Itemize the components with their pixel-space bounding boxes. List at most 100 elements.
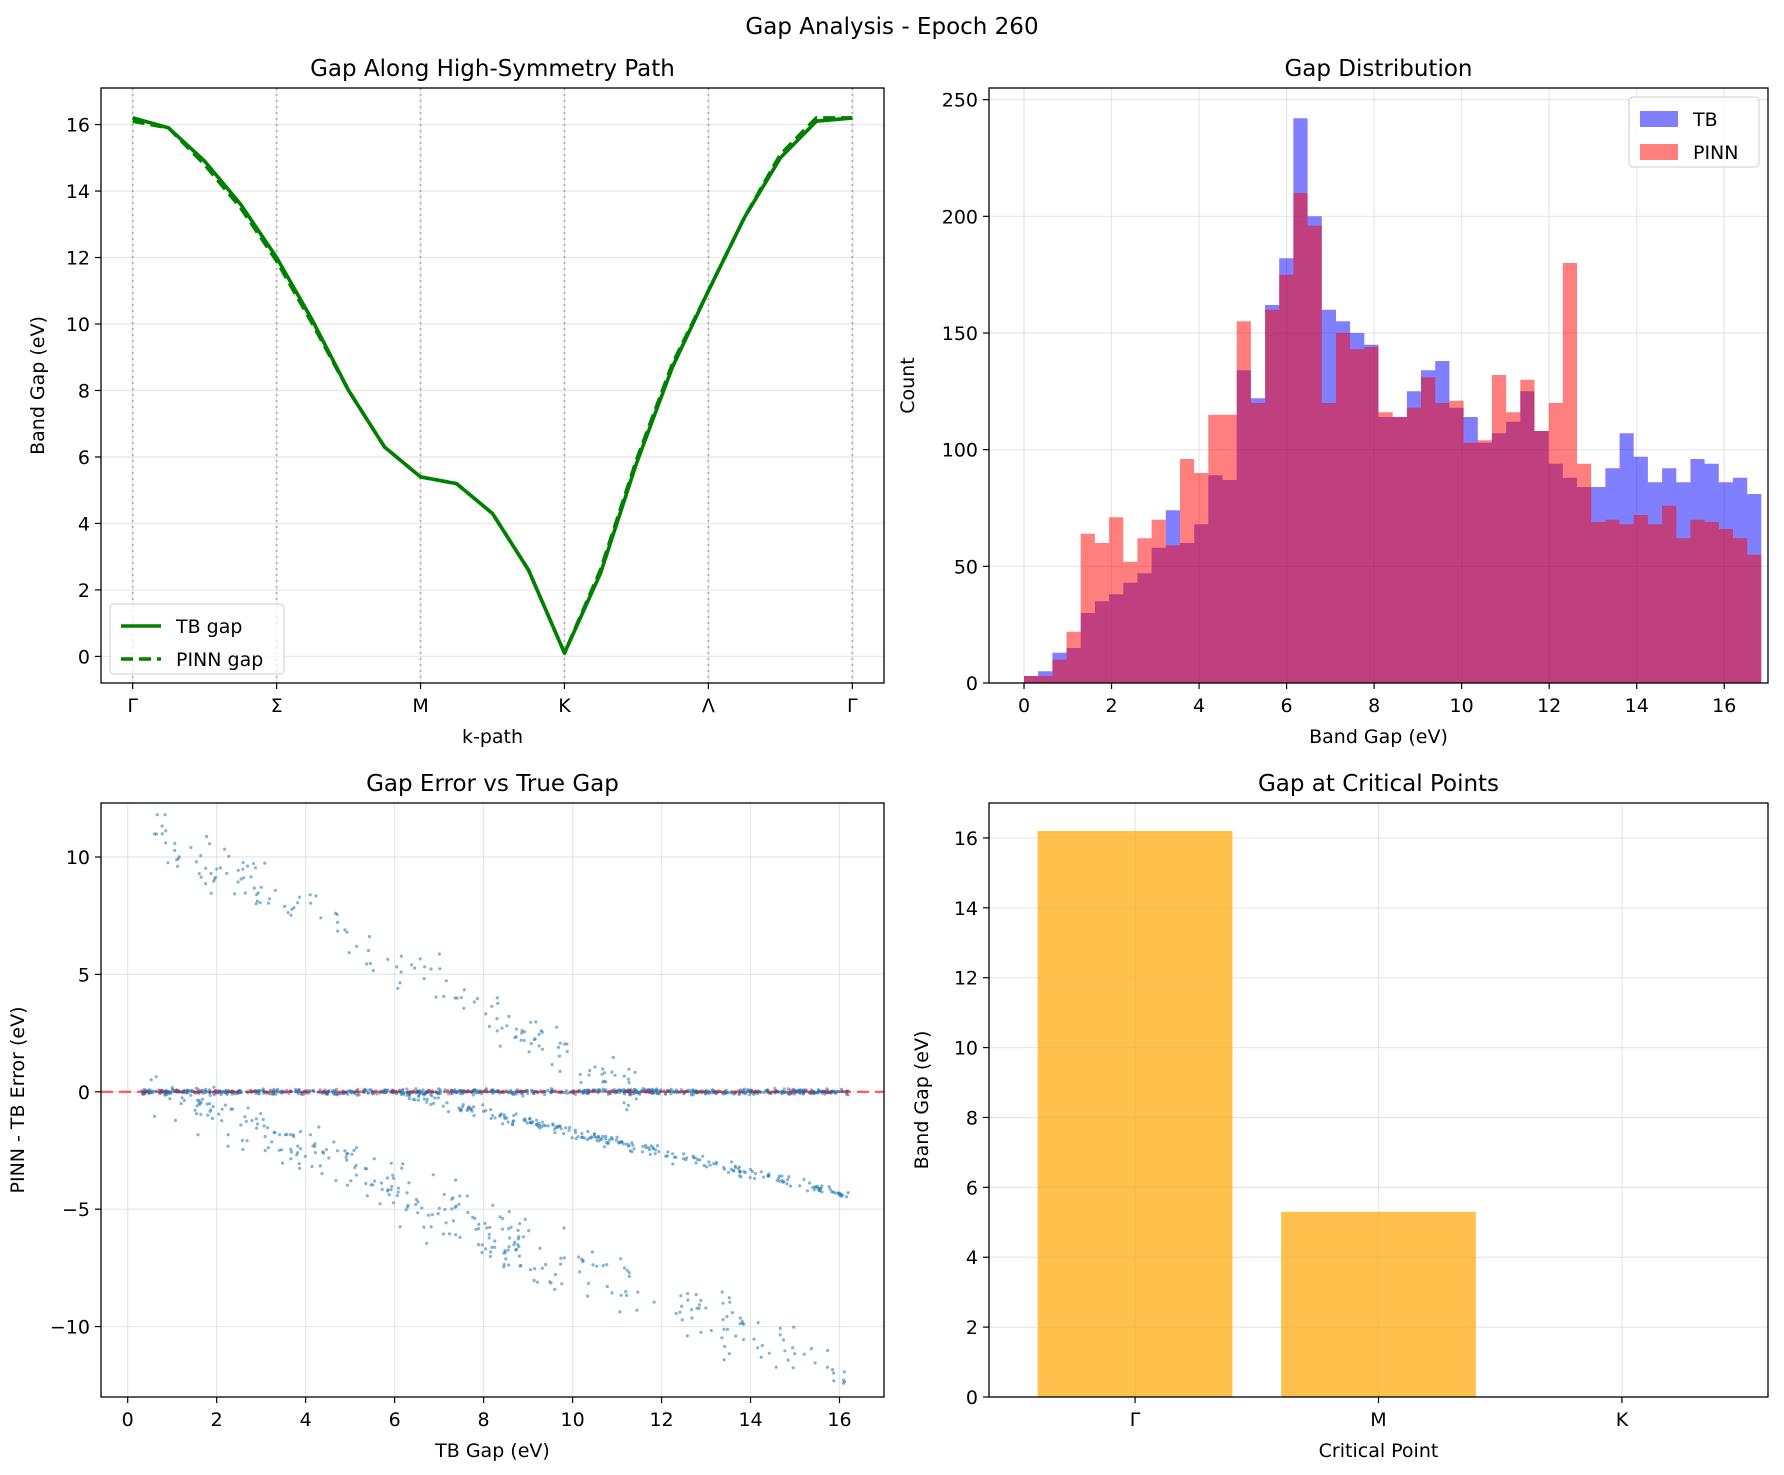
error-point <box>836 1191 840 1195</box>
error-point <box>602 1145 607 1149</box>
error-point <box>354 1146 358 1150</box>
error-point <box>664 1154 668 1158</box>
error-point <box>363 1166 367 1171</box>
error-point <box>268 897 272 901</box>
error-point <box>446 1110 451 1114</box>
error-point <box>846 1191 850 1195</box>
error-point <box>368 961 372 966</box>
error-point <box>786 1178 790 1182</box>
error-point <box>437 1206 441 1210</box>
error-point <box>732 1169 736 1173</box>
error-point <box>239 1123 243 1127</box>
error-point <box>791 1346 795 1350</box>
error-point <box>255 899 259 903</box>
dist-xtick-label: 14 <box>1625 695 1649 717</box>
error-point <box>289 913 293 917</box>
error-point <box>640 1150 645 1154</box>
error-point <box>244 1119 248 1124</box>
error-point <box>691 1093 695 1097</box>
error-point <box>834 1091 838 1095</box>
error-point <box>417 1098 421 1102</box>
error-point <box>454 1233 458 1237</box>
error-point <box>752 1176 757 1181</box>
error-point <box>168 1097 172 1101</box>
error-point <box>257 1089 261 1093</box>
critical-ytick-label: 8 <box>966 1107 978 1129</box>
error-point <box>476 1089 480 1093</box>
error-point <box>521 1094 525 1098</box>
error-point <box>516 1243 520 1247</box>
error-point <box>605 1263 609 1267</box>
error-point <box>239 1089 243 1093</box>
error-point <box>565 1042 569 1046</box>
error-point <box>369 1183 373 1187</box>
error-point <box>775 1178 779 1182</box>
error-point <box>619 1293 623 1297</box>
error-point <box>197 1098 201 1103</box>
error-point <box>527 1050 531 1054</box>
error-point <box>762 1090 766 1094</box>
error-point <box>651 1147 656 1151</box>
error-point <box>401 1091 405 1095</box>
error-point <box>354 1173 358 1177</box>
path-series-tb-gap <box>132 116 853 655</box>
error-point <box>386 1088 390 1092</box>
error-point <box>721 1301 725 1305</box>
error-point <box>782 1087 786 1091</box>
path-xtick-label: Γ <box>847 695 858 717</box>
error-point <box>385 1176 389 1180</box>
error-point <box>580 1131 584 1136</box>
error-point <box>164 841 168 845</box>
error-point <box>473 1216 477 1220</box>
error-point <box>189 845 193 850</box>
error-point <box>694 1293 698 1297</box>
error-point <box>196 1133 200 1137</box>
dist-ytick-label: 0 <box>966 673 978 695</box>
error-point <box>344 1155 348 1159</box>
error-point <box>317 1125 321 1129</box>
error-point <box>651 1088 655 1092</box>
error-point <box>208 1109 212 1113</box>
error-point <box>627 1080 631 1085</box>
error-point <box>422 1093 426 1097</box>
error-xtick-label: 16 <box>827 1409 851 1431</box>
error-point <box>813 1361 817 1365</box>
path-xtick-label: M <box>412 695 428 717</box>
error-point <box>674 1311 678 1316</box>
critical-xtick-label: M <box>1370 1409 1386 1431</box>
error-point <box>581 1260 585 1264</box>
error-point <box>514 1247 519 1251</box>
error-point <box>832 1379 836 1383</box>
error-point <box>204 866 208 870</box>
error-point <box>149 1089 153 1093</box>
error-point <box>256 891 260 895</box>
error-point <box>476 1091 480 1095</box>
error-point <box>672 1155 677 1159</box>
error-point <box>729 1167 733 1171</box>
error-point <box>578 1072 582 1076</box>
error-point <box>722 1327 726 1331</box>
error-point <box>520 1031 524 1035</box>
error-point <box>767 1351 771 1355</box>
error-point <box>672 1090 676 1094</box>
error-point <box>786 1358 790 1362</box>
error-point <box>199 1100 203 1105</box>
error-point <box>445 1101 449 1105</box>
error-point <box>430 1094 434 1098</box>
error-point <box>535 1118 539 1122</box>
dist-xtick-label: 16 <box>1712 695 1736 717</box>
error-point <box>476 1243 481 1247</box>
dist-legend-label: PINN <box>1693 142 1739 164</box>
error-point <box>780 1090 784 1094</box>
error-point <box>336 920 340 924</box>
error-point <box>367 935 371 939</box>
error-point <box>262 1124 266 1128</box>
path-ytick-label: 0 <box>78 646 90 668</box>
error-xtick-label: 2 <box>211 1409 223 1431</box>
error-point <box>532 1278 536 1283</box>
error-point <box>349 1179 353 1183</box>
error-point <box>608 1138 612 1142</box>
path-series-pinn-gap <box>132 116 853 655</box>
error-point <box>601 1134 605 1139</box>
error-point <box>597 1134 601 1138</box>
